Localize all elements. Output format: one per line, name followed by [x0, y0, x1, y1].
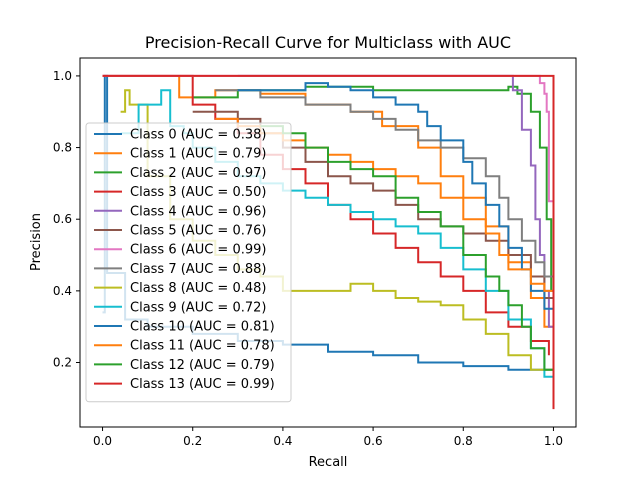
y-axis-label: Precision	[29, 213, 44, 271]
y-axis: 0.2 0.4 0.6 0.8 1.0	[53, 69, 80, 370]
y-tick-label: 0.4	[53, 284, 72, 298]
legend-entry: Class 7 (AUC = 0.88)	[130, 262, 266, 277]
x-tick-label: 0.4	[273, 434, 292, 448]
x-tick-label: 0.6	[364, 434, 383, 448]
series-line-class-13	[102, 74, 555, 410]
x-tick-label: 0.2	[183, 434, 202, 448]
y-tick-label: 1.0	[53, 69, 72, 83]
plot-frame	[79, 57, 577, 428]
y-tick-label: 0.6	[53, 212, 72, 226]
x-axis: 0.0 0.2 0.4 0.6 0.8 1.0	[93, 427, 563, 448]
y-tick-label: 0.2	[53, 356, 72, 370]
legend-entry: Class 0 (AUC = 0.38)	[130, 128, 266, 143]
x-tick-label: 0.8	[454, 434, 473, 448]
legend-entry: Class 11 (AUC = 0.78)	[130, 339, 275, 354]
series-line-class-12	[260, 125, 555, 399]
legend-entry: Class 9 (AUC = 0.72)	[130, 300, 266, 315]
legend-box	[85, 122, 292, 403]
legend-entry: Class 10 (AUC = 0.81)	[130, 320, 275, 335]
legend-entry: Class 5 (AUC = 0.76)	[130, 224, 266, 239]
legend: Class 0 (AUC = 0.38) Class 1 (AUC = 0.79)…	[85, 122, 292, 403]
legend-entry: Class 4 (AUC = 0.96)	[130, 204, 266, 219]
legend-entry: Class 8 (AUC = 0.48)	[130, 281, 266, 296]
x-tick-label: 1.0	[544, 434, 563, 448]
x-tick-label: 0.0	[93, 434, 112, 448]
legend-entry: Class 6 (AUC = 0.99)	[130, 243, 266, 258]
x-axis-label: Recall	[309, 455, 348, 470]
chart-title: Precision-Recall Curve for Multiclass wi…	[145, 33, 511, 52]
legend-entry: Class 13 (AUC = 0.99)	[130, 377, 275, 392]
legend-entry: Class 2 (AUC = 0.97)	[130, 166, 266, 181]
legend-entry: Class 3 (AUC = 0.50)	[130, 185, 266, 200]
legend-entry: Class 12 (AUC = 0.79)	[130, 358, 275, 373]
legend-entry: Class 1 (AUC = 0.79)	[130, 147, 266, 162]
y-tick-label: 0.8	[53, 141, 72, 155]
